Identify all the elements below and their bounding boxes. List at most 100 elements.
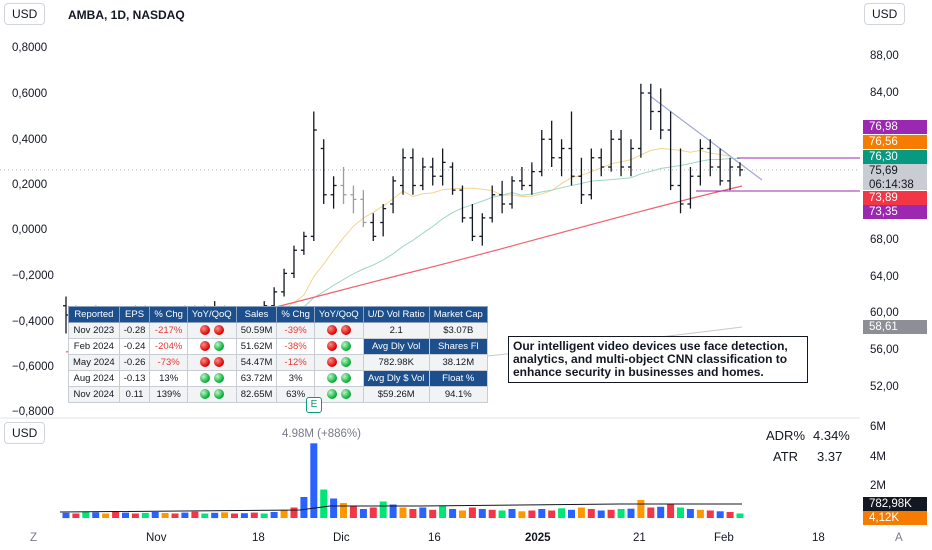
ohlc-bar [300,231,307,255]
atr-value: 3.37 [817,449,843,464]
right-axis-tick: 64,00 [870,271,899,283]
volume-currency-button[interactable]: USD [4,422,46,444]
price-tag: 73,89 [863,191,927,205]
volume-bar [330,498,338,518]
ohlc-bar [400,148,406,195]
right-currency-button[interactable]: USD [864,3,906,25]
table-cell: 63.72M [235,370,278,387]
ohlc-bar [727,157,734,191]
adr-value: 4.34% [813,428,850,443]
volume-bar [607,509,615,519]
table-cell: 51.62M [235,338,278,355]
volume-bar [726,512,734,518]
trend-dots [186,338,237,355]
volume-bar [141,512,149,518]
volume-bar [161,513,169,518]
table-cell: 782.98K [362,354,430,371]
zoom-icon[interactable]: Z [30,532,38,544]
company-description: Our intelligent video devices use face d… [508,336,808,383]
ohlc-bar [479,213,486,246]
ohlc-bar [588,148,595,200]
volume-bar [280,510,288,518]
ohlc-bar [419,157,426,191]
volume-bar [211,512,219,519]
volume-avg-tag: 782,98K [863,497,927,511]
volume-bar [270,512,278,518]
ohlc-bar [320,139,327,204]
volume-bar [429,509,437,519]
volume-bar [587,509,595,518]
ohlc-bar [330,176,337,209]
green-dot-icon [326,389,337,400]
ohlc-bar [707,139,714,177]
volume-bar [221,512,229,518]
ohlc-bar [429,157,436,186]
x-axis-tick: 16 [428,532,441,544]
volume-bar [686,509,694,518]
volume-bar [151,512,159,518]
ohlc-bar [409,148,416,195]
table-cell: 63% [276,386,315,403]
green-dot-icon [213,373,224,384]
green-dot-icon [213,341,224,352]
volume-bar [191,511,199,518]
volume-bar [122,512,129,518]
ohlc-bar [449,162,456,195]
volume-bar [260,513,268,518]
right-axis-tick: 84,00 [870,87,899,99]
ohlc-bar [459,185,466,223]
price-tag-label: 75,69 [869,165,898,177]
table-cell: Nov 2023 [68,322,120,339]
red-dot-icon [199,341,210,352]
trend-dots [186,322,237,339]
volume-bar [240,513,248,518]
volume-bar [349,506,357,518]
table-cell: -73% [149,354,188,371]
trend-dots [313,386,364,403]
red-dot-icon [326,357,337,368]
volume-bar [102,513,110,518]
table-cell: 54.47M [235,354,278,371]
volume-bar [657,506,665,519]
x-axis-tick: Nov [146,532,167,544]
x-axis-tick: 18 [812,532,825,544]
adr-label: ADR% [766,428,806,443]
red-dot-icon [199,357,210,368]
earnings-marker[interactable]: E [306,397,322,413]
green-dot-icon [340,373,351,384]
table-cell: -38% [276,338,315,355]
ohlc-bar [310,111,317,241]
left-axis-tick: 0,0000 [12,224,48,236]
ohlc-bar [439,148,446,186]
volume-bar [340,503,347,518]
table-cell: -0.28 [118,322,151,339]
trend-dots [186,386,237,403]
table-cell: Float % [428,370,488,387]
table-cell: -217% [149,322,188,339]
table-cell: Feb 2024 [68,338,120,355]
fundamentals-table: Reported EPS % Chg YoY/QoQ Sales % Chg Y… [68,306,488,403]
auto-scale-icon[interactable]: A [895,532,903,544]
volume-bar [597,510,605,518]
table-header-row: Reported EPS % Chg YoY/QoQ Sales % Chg Y… [68,306,488,323]
ohlc-bar [558,139,565,177]
ohlc-bar [697,139,704,186]
volume-bar [577,507,585,518]
left-axis-tick: 0,4000 [12,134,48,146]
volume-bar [667,504,675,518]
price-tag-label: 58,61 [869,321,898,333]
volume-bar [359,509,367,518]
table-cell: May 2024 [68,354,120,371]
red-dot-icon [340,325,351,336]
ohlc-bar [290,245,297,278]
volume-bar [419,507,427,518]
table-cell: -0.24 [118,338,151,355]
right-axis-tick: 56,00 [870,344,899,356]
left-currency-button[interactable]: USD [4,3,46,25]
volume-bar [201,513,209,518]
col-header: % Chg [276,306,315,323]
ohlc-bar [608,130,615,172]
volume-tick: 6M [870,421,886,433]
trend-dots [313,354,364,371]
